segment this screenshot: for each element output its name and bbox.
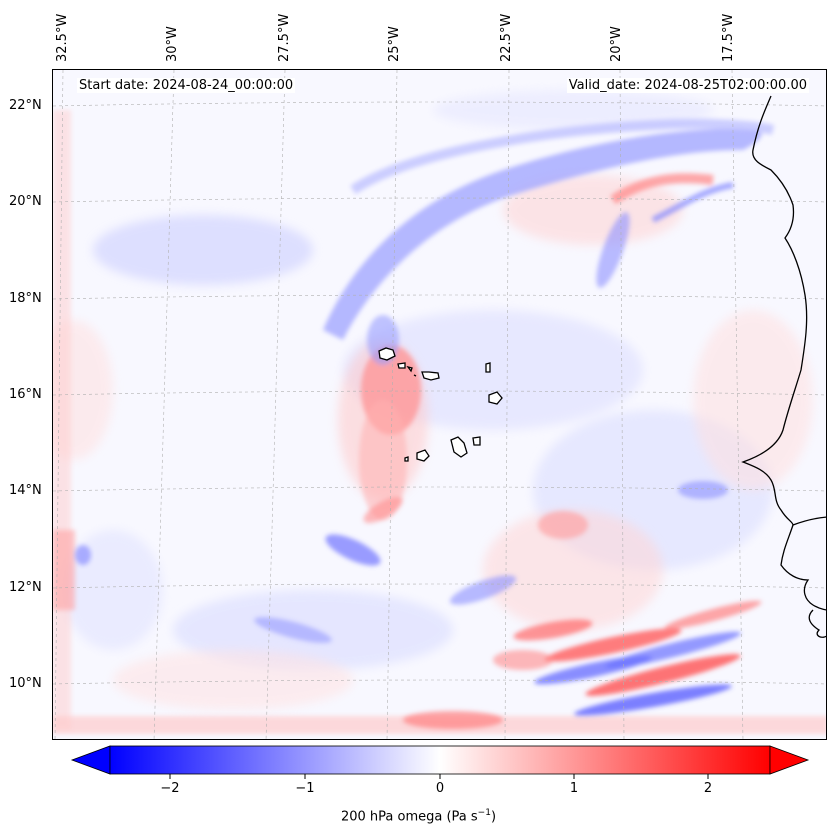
colorbar-ticks	[169, 774, 709, 779]
lon-label-20w: 20°W	[609, 26, 624, 62]
lon-label-17-5w: 17.5°W	[721, 13, 736, 62]
central-negative-streaks	[254, 212, 728, 643]
colorbar-title: 200 hPa omega (Pa s−1)	[0, 808, 837, 824]
colorbar-tick-1: 1	[569, 781, 579, 796]
colorbar-title-suffix: )	[490, 809, 497, 825]
omega-field-map	[53, 70, 826, 739]
colorbar-tick-2: 2	[703, 781, 713, 796]
valid-date-label: Valid_date: 2024-08-25T02:00:00.00	[566, 78, 809, 93]
colorbar-left-arrow	[70, 745, 111, 775]
colorbar-tick-minus2: −2	[160, 781, 180, 796]
colorbar-gradient	[109, 745, 771, 775]
lon-label-25w: 25°W	[387, 26, 402, 62]
lon-label-22-5w: 22.5°W	[499, 13, 514, 62]
africa-coastline	[741, 95, 826, 638]
colorbar-tick-0: 0	[435, 781, 445, 796]
lat-label-16n: 16°N	[9, 387, 42, 402]
lon-label-32-5w: 32.5°W	[55, 13, 70, 62]
lon-label-27-5w: 27.5°W	[277, 13, 292, 62]
lon-label-30w: 30°W	[165, 26, 180, 62]
colorbar	[70, 745, 810, 779]
northern-arc	[323, 118, 775, 340]
southeast-banded-pattern	[403, 511, 762, 729]
lat-label-22n: 22°N	[9, 98, 42, 113]
map-gridlines	[53, 70, 826, 739]
lat-label-12n: 12°N	[9, 580, 42, 595]
lat-label-18n: 18°N	[9, 291, 42, 306]
map-panel	[52, 69, 827, 740]
colorbar-title-prefix: 200 hPa omega (Pa s	[340, 809, 478, 825]
left-edge-band	[53, 110, 71, 730]
colorbar-title-exponent: −1	[477, 808, 491, 818]
lat-label-10n: 10°N	[9, 676, 42, 691]
cape-verde-islands	[378, 347, 503, 462]
colorbar-right-arrow	[769, 745, 810, 775]
lat-label-20n: 20°N	[9, 194, 42, 209]
colorbar-tick-minus1: −1	[295, 781, 315, 796]
lat-label-14n: 14°N	[9, 483, 42, 498]
start-date-label: Start date: 2024-08-24_00:00:00	[77, 78, 296, 93]
